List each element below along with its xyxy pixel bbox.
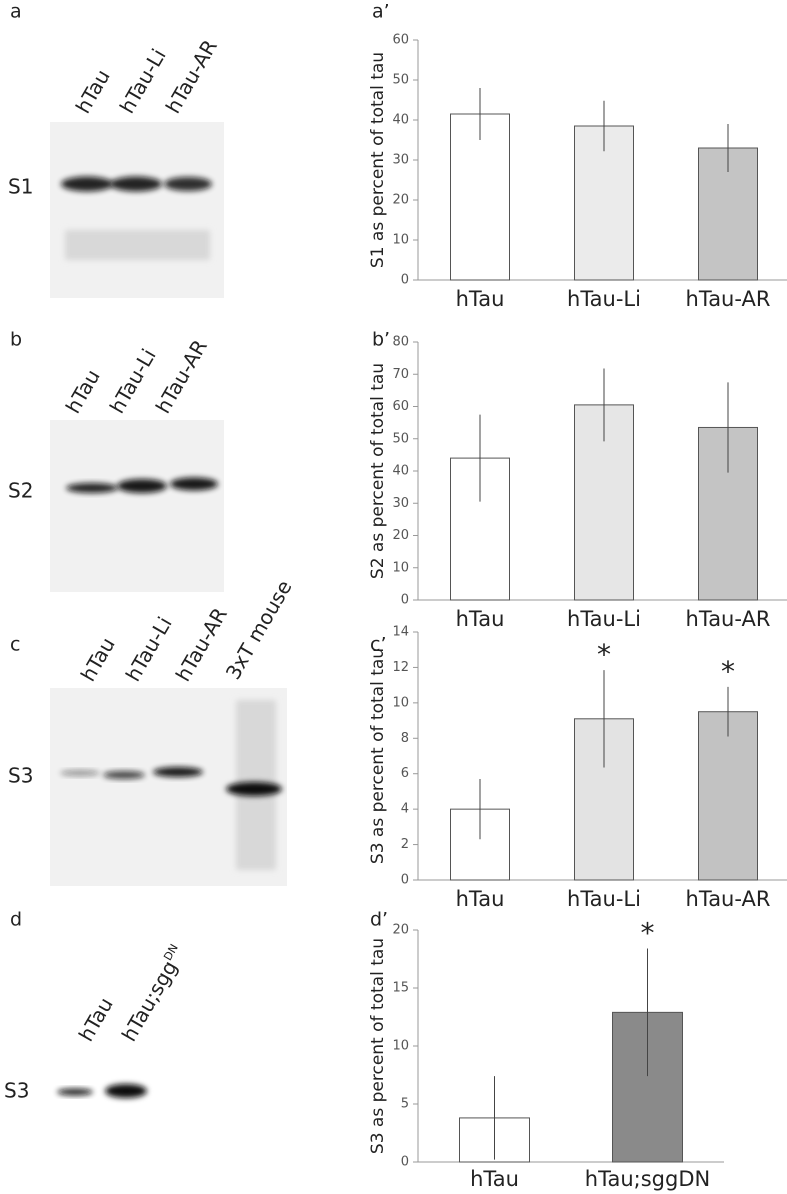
blot-band xyxy=(170,477,218,491)
lane-label-text: hTau;sgg xyxy=(116,956,181,1045)
lane-label-text: hTau xyxy=(60,365,104,417)
x-tick-label: hTau xyxy=(456,287,505,311)
lane-label: hTau-AR xyxy=(160,35,221,117)
y-tick-label: 40 xyxy=(392,464,409,479)
y-tick-label: 30 xyxy=(392,153,409,168)
blot-band xyxy=(164,177,212,191)
lane-label-text: hTau-AR xyxy=(150,335,211,417)
y-tick-label: 20 xyxy=(392,923,409,938)
x-tick-label: hTau xyxy=(470,1167,519,1191)
blot-band xyxy=(57,1088,93,1096)
lane-label-text: 3xT mouse xyxy=(220,576,296,683)
blot-band xyxy=(117,479,167,493)
blot-band xyxy=(61,176,113,192)
lane-label: hTau xyxy=(73,993,117,1045)
y-axis-label: S3 as percent of total tau xyxy=(368,938,388,1154)
y-tick-label: 5 xyxy=(401,1097,409,1112)
row-label: S2 xyxy=(8,479,33,503)
lane-label: hTau;sggDN xyxy=(116,942,190,1046)
y-tick-label: 0 xyxy=(401,1155,409,1170)
x-tick-label: hTau xyxy=(456,607,505,631)
panel-letter: c xyxy=(10,634,20,656)
y-tick-label: 10 xyxy=(392,695,409,710)
y-tick-label: 40 xyxy=(392,113,409,128)
bar xyxy=(698,711,758,881)
y-tick-label: 12 xyxy=(392,660,409,675)
y-tick-label: 30 xyxy=(392,496,409,511)
blot-band xyxy=(153,767,203,777)
panel-letter: b’ xyxy=(372,329,390,351)
y-tick-label: 60 xyxy=(392,33,409,48)
blot-band xyxy=(60,770,100,776)
x-tick-label: hTau;sggDN xyxy=(585,1167,710,1191)
panel-letter: a’ xyxy=(372,1,390,23)
x-tick-label: hTau-AR xyxy=(686,287,771,311)
x-tick-label: hTau-Li xyxy=(567,607,641,631)
lane-label: hTau-AR xyxy=(150,335,211,417)
significance-mark: * xyxy=(597,638,611,671)
lane-label: 3xT mouse xyxy=(220,576,296,683)
lane-label-text: hTau xyxy=(70,65,114,117)
panel-letter: a xyxy=(10,1,22,23)
y-tick-label: 14 xyxy=(392,625,409,640)
y-axis-label: S1 as percent of total tau xyxy=(368,52,388,268)
panel-letter: d xyxy=(10,909,22,931)
blot-background xyxy=(50,420,224,592)
bar xyxy=(450,113,510,281)
lane-label-text: hTau xyxy=(73,993,117,1045)
y-axis-label: S3 as percent of total tau xyxy=(368,648,388,864)
panel-letter: c’ xyxy=(370,634,387,656)
y-tick-label: 20 xyxy=(392,528,409,543)
x-tick-label: hTau-AR xyxy=(686,887,771,911)
y-tick-label: 20 xyxy=(392,193,409,208)
y-tick-label: 10 xyxy=(392,560,409,575)
y-tick-label: 2 xyxy=(401,837,409,852)
panel-letter: b xyxy=(10,329,22,351)
lane-label-text: hTau-Li xyxy=(120,612,176,685)
y-tick-label: 15 xyxy=(392,981,409,996)
y-tick-label: 10 xyxy=(392,233,409,248)
row-label: S1 xyxy=(8,175,33,199)
y-tick-label: 6 xyxy=(401,766,409,781)
y-tick-label: 60 xyxy=(392,399,409,414)
row-label: S3 xyxy=(4,1079,29,1103)
significance-mark: * xyxy=(721,655,735,688)
blot-band xyxy=(66,483,118,493)
y-tick-label: 10 xyxy=(392,1039,409,1054)
panel-letter: d’ xyxy=(370,909,388,931)
lane-label: hTau xyxy=(70,65,114,117)
x-tick-label: hTau xyxy=(456,887,505,911)
y-tick-label: 80 xyxy=(392,335,409,350)
x-tick-label: hTau-Li xyxy=(567,887,641,911)
y-tick-label: 0 xyxy=(401,273,409,288)
lane-label: hTau xyxy=(60,365,104,417)
blot-background xyxy=(50,122,224,298)
lane-label: hTau-Li xyxy=(120,612,176,685)
significance-mark: * xyxy=(641,917,655,950)
y-tick-label: 0 xyxy=(401,873,409,888)
y-tick-label: 50 xyxy=(392,73,409,88)
bar xyxy=(574,125,634,281)
blot-band xyxy=(103,771,145,779)
blot-band xyxy=(105,1084,147,1098)
lane-label-text: hTau-AR xyxy=(160,35,221,117)
lane-label: hTau xyxy=(75,633,119,685)
blot-band xyxy=(110,176,162,192)
x-tick-label: hTau-Li xyxy=(567,287,641,311)
blot-smear xyxy=(65,230,210,260)
blot-band xyxy=(226,782,282,796)
y-tick-label: 0 xyxy=(401,593,409,608)
lane-label-text: hTau xyxy=(75,633,119,685)
y-tick-label: 4 xyxy=(401,802,409,817)
x-tick-label: hTau-AR xyxy=(686,607,771,631)
y-tick-label: 70 xyxy=(392,367,409,382)
row-label: S3 xyxy=(8,764,33,788)
y-axis-label: S2 as percent of total tau xyxy=(368,363,388,579)
y-tick-label: 50 xyxy=(392,431,409,446)
y-tick-label: 8 xyxy=(401,731,409,746)
